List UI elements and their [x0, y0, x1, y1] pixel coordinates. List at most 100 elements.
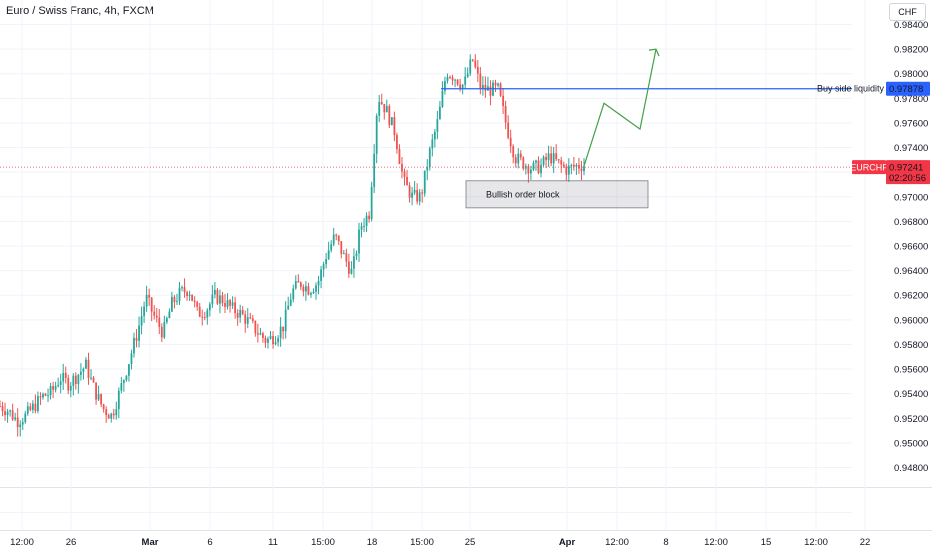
- candle: [117, 387, 120, 419]
- candle: [150, 296, 153, 322]
- candle: [82, 367, 85, 380]
- candle: [368, 211, 371, 223]
- candle-body: [555, 153, 558, 160]
- candle: [95, 382, 97, 405]
- candle-body: [297, 281, 300, 283]
- candle: [380, 93, 383, 105]
- candle: [451, 74, 454, 86]
- currency-button[interactable]: CHF: [889, 3, 926, 21]
- candle-body: [363, 225, 365, 227]
- candle-body: [208, 304, 211, 311]
- candle-body: [350, 268, 353, 274]
- candle: [552, 146, 555, 173]
- candle: [183, 278, 186, 298]
- y-tick-label: 0.95600: [894, 365, 928, 376]
- candle-body: [504, 106, 507, 123]
- candle-body: [279, 326, 282, 339]
- candle-body: [456, 79, 459, 85]
- candle-body: [375, 115, 378, 154]
- candle: [575, 163, 578, 175]
- candle: [479, 67, 482, 95]
- candle-body: [557, 159, 560, 161]
- candle-body: [19, 424, 22, 428]
- candle-body: [396, 135, 398, 150]
- candle: [211, 285, 214, 309]
- candle-body: [165, 318, 168, 323]
- candle-body: [347, 261, 350, 274]
- candle: [312, 288, 315, 295]
- candle: [449, 75, 451, 79]
- candle-body: [423, 170, 426, 194]
- candle: [307, 282, 310, 296]
- candle-body: [390, 117, 393, 126]
- candle: [476, 60, 479, 83]
- y-axis[interactable]: 0.98400 0.98200 0.98000 0.97800 0.97600 0.974…: [850, 20, 930, 474]
- candle: [441, 81, 444, 108]
- candle-body: [16, 417, 19, 428]
- candle: [398, 144, 401, 165]
- candle: [360, 222, 363, 238]
- candle-body: [24, 413, 27, 423]
- candle-body: [1, 406, 4, 412]
- candle: [464, 67, 467, 89]
- candle: [47, 388, 49, 403]
- candle: [262, 331, 264, 343]
- candle: [191, 294, 194, 302]
- candle-body: [401, 163, 403, 172]
- candle: [438, 101, 441, 120]
- candle: [168, 308, 171, 319]
- candle: [322, 261, 325, 278]
- candle: [181, 285, 183, 292]
- candle: [97, 385, 100, 402]
- candle-body: [489, 86, 492, 96]
- candle-body: [203, 317, 206, 319]
- candle-body: [26, 406, 29, 414]
- candle: [517, 148, 520, 169]
- candle: [315, 282, 317, 300]
- candle: [176, 293, 178, 306]
- x-tick-label: 12:00: [10, 537, 34, 548]
- candle-body: [110, 413, 113, 419]
- candle: [72, 373, 75, 396]
- candle-body: [173, 296, 176, 303]
- chart-title: Euro / Swiss Franc, 4h, FXCM: [6, 5, 154, 17]
- x-tick-label: 12:00: [605, 537, 629, 548]
- candle-body: [368, 215, 371, 220]
- candle: [128, 363, 130, 382]
- candle-body: [398, 149, 401, 164]
- candle-body: [158, 317, 161, 327]
- candle: [401, 156, 403, 179]
- candle-body: [52, 386, 54, 390]
- candle-body: [552, 153, 555, 164]
- candle-body: [305, 286, 307, 292]
- candle-body: [441, 90, 444, 107]
- candle: [287, 296, 290, 310]
- candle-body: [378, 102, 381, 116]
- candle-body: [178, 287, 181, 302]
- x-axis[interactable]: 12:00 26 Mar 6 11 15:00 18 15:00 25 Apr 12:00 8 12:0…: [10, 537, 870, 548]
- candle-body: [277, 338, 279, 343]
- candle-body: [565, 166, 568, 175]
- candle: [550, 146, 553, 167]
- candle: [365, 212, 368, 233]
- candle: [292, 284, 295, 303]
- candle-body: [373, 153, 376, 187]
- overlays: Buy side liquidity Bullish order block: [0, 48, 884, 209]
- candle-body: [388, 106, 391, 126]
- x-tick-label: Mar: [142, 537, 159, 548]
- candle-body: [337, 235, 340, 242]
- candle: [231, 296, 234, 309]
- candle-body: [353, 256, 355, 269]
- candle: [302, 284, 305, 297]
- candle-body: [315, 285, 317, 292]
- candle-body: [322, 264, 325, 270]
- candle-body: [163, 322, 166, 338]
- candle: [512, 144, 515, 164]
- candle: [567, 158, 570, 182]
- candle-body: [239, 309, 242, 318]
- candle: [229, 298, 231, 313]
- x-tick-label: 26: [66, 537, 77, 548]
- candle-body: [562, 164, 565, 167]
- candle-body: [44, 393, 47, 396]
